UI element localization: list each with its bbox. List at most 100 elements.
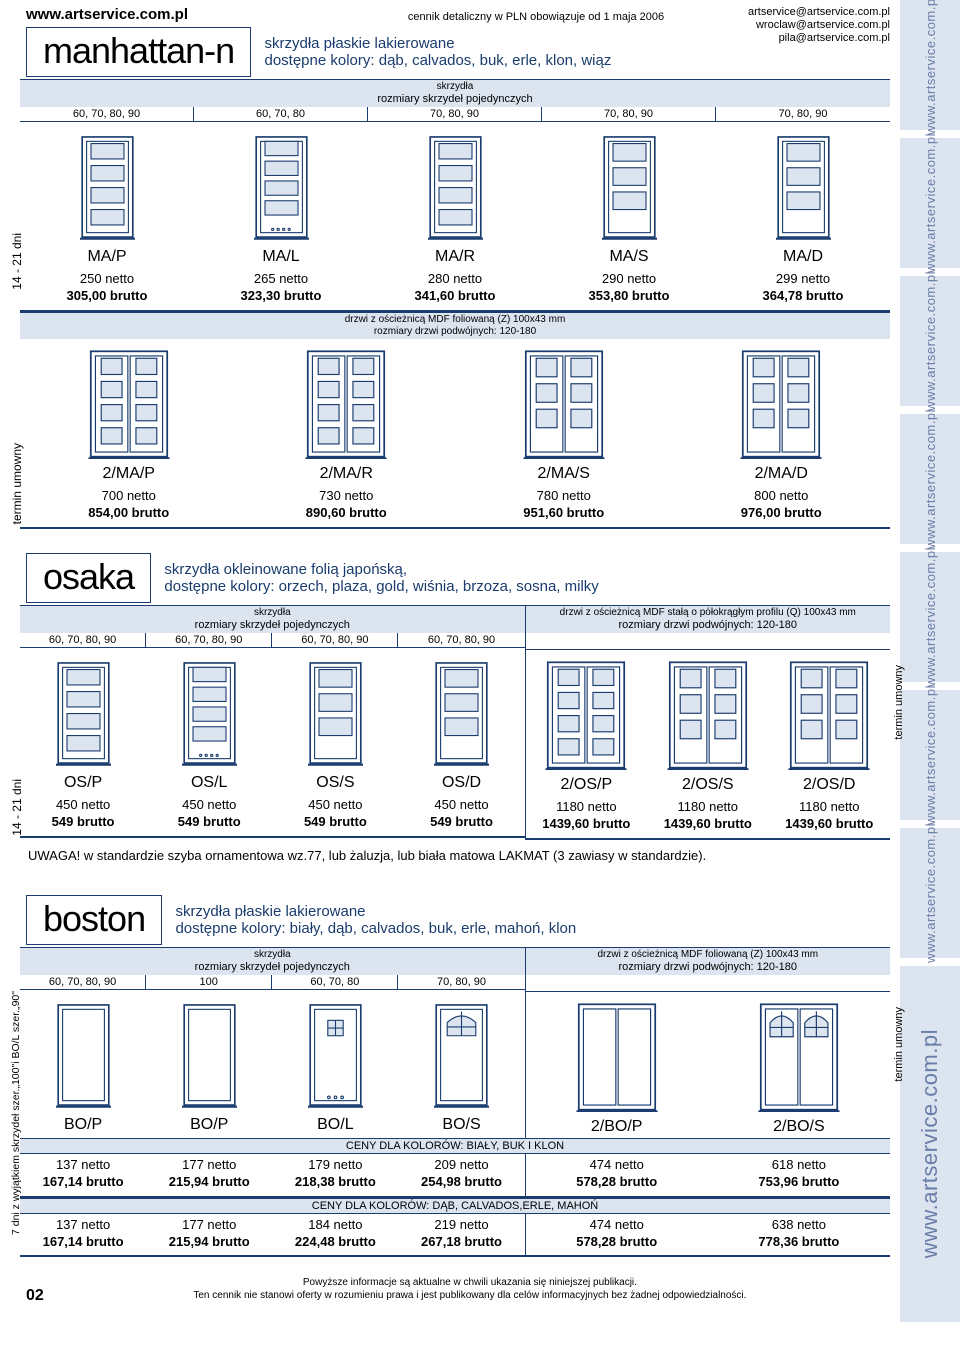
price-cell: 280 netto341,60 brutto: [368, 268, 542, 310]
model-name: 2/BO/P: [591, 1118, 643, 1136]
door-thumb: BO/P: [20, 1000, 146, 1134]
model-name: 2/MA/P: [103, 465, 155, 483]
price-netto: 280 netto: [370, 271, 540, 288]
price-brutto: 323,30 brutto: [196, 288, 366, 305]
price-cell: 250 netto305,00 brutto: [20, 268, 194, 310]
model-name: OS/S: [316, 774, 354, 792]
term-label: termin umowny: [893, 665, 905, 740]
price-brutto: 215,94 brutto: [148, 1174, 270, 1191]
price-cell: 137 netto167,14 brutto: [20, 1154, 146, 1196]
door-thumb: 2/OS/D: [769, 660, 890, 794]
price-netto: 209 netto: [400, 1157, 522, 1174]
model-name: BO/P: [64, 1116, 102, 1134]
price-netto: 137 netto: [22, 1157, 144, 1174]
price-brutto: 778,36 brutto: [710, 1234, 888, 1251]
rail-url: www.artservice.com.pl: [923, 271, 938, 411]
price-band-1: CENY DLA KOLORÓW: BIAŁY, BUK I KLON: [20, 1138, 890, 1154]
price-netto: 800 netto: [675, 488, 889, 505]
rail-url: www.artservice.com.pl: [923, 547, 938, 687]
model-name: BO/P: [190, 1116, 228, 1134]
model-name: MA/D: [783, 248, 823, 266]
price-brutto: 167,14 brutto: [22, 1234, 144, 1251]
door-thumb: OS/P: [20, 658, 146, 792]
rail-url: www.artservice.com.pl: [923, 0, 938, 135]
model-name: MA/S: [609, 248, 648, 266]
page-number: 02: [20, 1277, 50, 1305]
price-cell: 299 netto364,78 brutto: [716, 268, 890, 310]
price-cell: 474 netto578,28 brutto: [526, 1214, 708, 1256]
door-thumb: MA/L: [194, 132, 368, 266]
model-name: BO/S: [442, 1116, 480, 1134]
price-brutto: 218,38 brutto: [274, 1174, 396, 1191]
lead-time-label: 14 - 21 dni: [10, 233, 24, 290]
price-brutto: 224,48 brutto: [274, 1234, 396, 1251]
door-thumb: MA/R: [368, 132, 542, 266]
door-thumb: OS/S: [272, 658, 398, 792]
price-brutto: 1439,60 brutto: [649, 816, 766, 833]
price-netto: 474 netto: [528, 1157, 706, 1174]
rail-url: www.artservice.com.pl: [923, 409, 938, 549]
header-subtitle: cennik detaliczny w PLN obowiązuje od 1 …: [408, 11, 664, 23]
door-thumb: BO/S: [398, 1000, 524, 1134]
price-netto: 1180 netto: [649, 799, 766, 816]
price-netto: 250 netto: [22, 271, 192, 288]
door-thumb: 2/MA/S: [455, 349, 673, 483]
price-cell: 209 netto254,98 brutto: [398, 1154, 524, 1196]
price-brutto: 364,78 brutto: [718, 288, 888, 305]
price-cell: 700 netto854,00 brutto: [20, 485, 238, 527]
model-name: MA/P: [87, 248, 126, 266]
price-netto: 730 netto: [240, 488, 454, 505]
band-skrzydla: skrzydła rozmiary skrzydeł pojedynczych: [20, 79, 890, 107]
price-netto: 177 netto: [148, 1157, 270, 1174]
price-netto: 184 netto: [274, 1217, 396, 1234]
price-cell: 219 netto267,18 brutto: [398, 1214, 524, 1256]
price-netto: 450 netto: [22, 797, 144, 814]
price-cell: 184 netto224,48 brutto: [272, 1214, 398, 1256]
price-brutto: 578,28 brutto: [528, 1234, 706, 1251]
model-name: 2/MA/R: [320, 465, 373, 483]
section-sub: skrzydła okleinowane folią japońską, dos…: [164, 561, 598, 595]
price-cell: 1180 netto1439,60 brutto: [769, 796, 890, 838]
price-cell: 450 netto549 brutto: [398, 794, 524, 836]
model-name: MA/R: [435, 248, 475, 266]
price-brutto: 951,60 brutto: [457, 505, 671, 522]
osaka-right: termin umowny drzwi z ościeżnicą MDF sta…: [525, 605, 890, 840]
email: artservice@artservice.com.pl: [748, 6, 890, 19]
price-cell: 450 netto549 brutto: [146, 794, 272, 836]
term-label: termin umowny: [893, 1007, 905, 1082]
price-netto: 1180 netto: [528, 799, 645, 816]
rail-url: www.artservice.com.pl: [923, 133, 938, 273]
model-name: 2/OS/D: [803, 776, 855, 794]
section-title: manhattan-n: [26, 27, 251, 77]
model-name: 2/OS/S: [682, 776, 734, 794]
price-cell: 638 netto778,36 brutto: [708, 1214, 890, 1256]
price-brutto: 215,94 brutto: [148, 1234, 270, 1251]
price-brutto: 549 brutto: [400, 814, 522, 831]
door-thumb: 2/MA/R: [238, 349, 456, 483]
door-row: 2/MA/P 2/MA/R 2/MA/S 2/MA/D: [20, 339, 890, 485]
price-brutto: 353,80 brutto: [544, 288, 714, 305]
door-thumb: MA/P: [20, 132, 194, 266]
door-thumb: 2/OS/S: [647, 660, 768, 794]
price-netto: 177 netto: [148, 1217, 270, 1234]
boston-right: termin umowny drzwi z ościeżnicą MDF fol…: [525, 947, 890, 1138]
door-thumb: OS/L: [146, 658, 272, 792]
term-label: termin umowny: [10, 443, 24, 524]
sizes-row: 60, 70, 80, 90 60, 70, 80 70, 80, 90 70,…: [20, 107, 890, 122]
price-netto: 265 netto: [196, 271, 366, 288]
price-netto: 450 netto: [148, 797, 270, 814]
door-thumb: 2/BO/P: [526, 1002, 708, 1136]
price-netto: 179 netto: [274, 1157, 396, 1174]
price-cell: 618 netto753,96 brutto: [708, 1154, 890, 1196]
price-cell: 450 netto549 brutto: [20, 794, 146, 836]
price-brutto: 1439,60 brutto: [528, 816, 645, 833]
price-brutto: 1439,60 brutto: [771, 816, 888, 833]
footer-text: Powyższe informacje są aktualne w chwili…: [50, 1277, 890, 1310]
price-brutto: 976,00 brutto: [675, 505, 889, 522]
price-row: 250 netto305,00 brutto265 netto323,30 br…: [20, 268, 890, 312]
model-name: BO/L: [317, 1116, 353, 1134]
section-osaka: 14 - 21 dni osaka skrzydła okleinowane f…: [20, 549, 890, 871]
rail-url-big: www.artservice.com.pl: [917, 1029, 943, 1258]
price-brutto: 549 brutto: [274, 814, 396, 831]
section-manhattan: 14 - 21 dni termin umowny manhattan-n sk…: [20, 23, 890, 529]
